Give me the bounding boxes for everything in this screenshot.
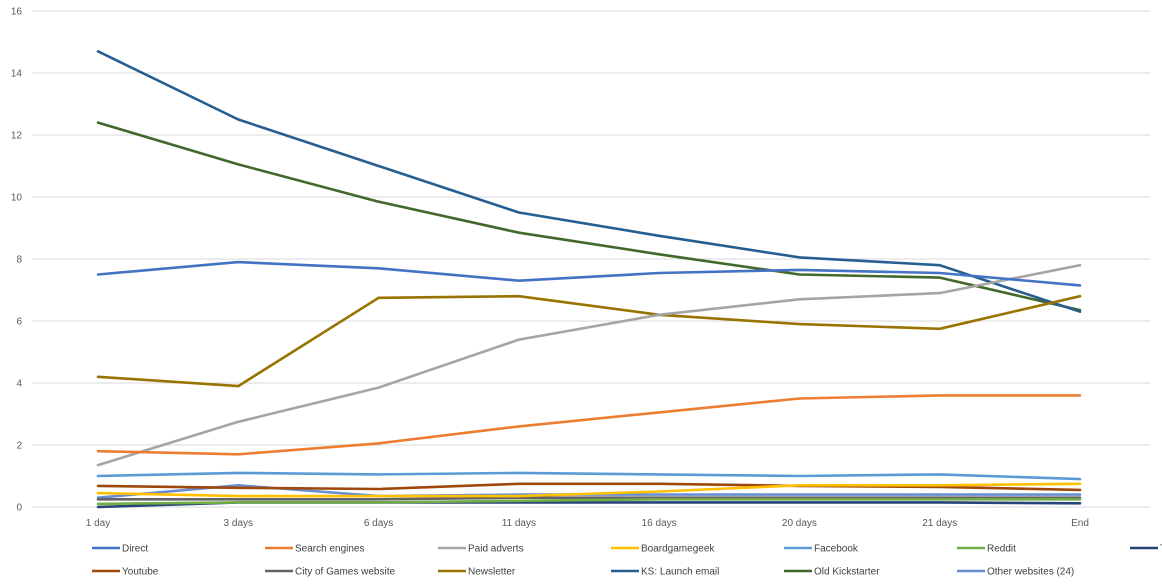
x-tick-label: 20 days xyxy=(782,518,817,529)
legend-label: Paid adverts xyxy=(468,544,524,555)
y-tick-label: 8 xyxy=(16,255,22,266)
legend-item: Facebook xyxy=(784,544,859,555)
series-lines xyxy=(96,49,1082,509)
legend-label: Facebook xyxy=(814,544,859,555)
y-tick-label: 12 xyxy=(11,131,23,142)
x-tick-label: 1 day xyxy=(86,518,110,529)
series-line-9 xyxy=(96,294,1082,388)
y-axis-ticks: 0 2 4 6 8 10 12 14 16 xyxy=(11,7,23,514)
series-line-0 xyxy=(96,260,1082,287)
x-tick-label: End xyxy=(1071,518,1089,529)
series-line-3 xyxy=(96,482,1082,498)
series-line-2 xyxy=(96,263,1082,467)
x-axis-ticks: 1 day 3 days 6 days 11 days 16 days 20 days 21… xyxy=(86,518,1089,529)
x-tick-label: 11 days xyxy=(502,518,536,529)
y-tick-label: 6 xyxy=(16,317,22,328)
legend-item: City of Games website xyxy=(265,567,395,578)
legend-item: Newsletter xyxy=(438,567,516,578)
legend-item: KS: Launch email xyxy=(611,567,719,578)
legend-label: City of Games website xyxy=(295,567,395,578)
gridlines xyxy=(32,10,1150,508)
legend-item: Old Kickstarter xyxy=(784,567,880,578)
legend-item: Youtube xyxy=(92,567,159,578)
y-tick-label: 4 xyxy=(16,379,22,390)
legend-label: Reddit xyxy=(987,544,1016,555)
legend-label: KS: Launch email xyxy=(641,567,719,578)
x-tick-label: 3 days xyxy=(224,518,253,529)
series-line-8 xyxy=(96,496,1082,501)
x-tick-label: 16 days xyxy=(642,518,677,529)
x-tick-label: 21 days xyxy=(922,518,957,529)
legend-label: Old Kickstarter xyxy=(814,567,880,578)
y-tick-label: 16 xyxy=(11,7,23,18)
series-line-4 xyxy=(96,471,1082,481)
y-tick-label: 2 xyxy=(16,441,22,452)
legend-label: Other websites (24) xyxy=(987,567,1074,578)
series-line-1 xyxy=(96,394,1082,456)
series-line-7 xyxy=(96,482,1082,492)
y-tick-label: 0 xyxy=(16,503,22,514)
legend-label: Newsletter xyxy=(468,567,516,578)
legend-item: Twitter xyxy=(1130,544,1162,555)
x-tick-label: 6 days xyxy=(364,518,393,529)
legend-label: Youtube xyxy=(122,567,159,578)
legend-label: Twitter xyxy=(1160,544,1162,555)
legend: Direct Search engines Paid adverts Boardgam… xyxy=(92,544,1162,578)
legend-item: Reddit xyxy=(957,544,1016,555)
legend-item: Direct xyxy=(92,544,148,555)
series-line-10 xyxy=(96,49,1082,314)
legend-item: Other websites (24) xyxy=(957,567,1074,578)
legend-item: Boardgamegeek xyxy=(611,544,715,555)
legend-item: Paid adverts xyxy=(438,544,524,555)
series-line-5 xyxy=(96,497,1082,506)
legend-label: Search engines xyxy=(295,544,365,555)
legend-item: Search engines xyxy=(265,544,365,555)
y-tick-label: 10 xyxy=(11,193,23,204)
legend-label: Direct xyxy=(122,544,148,555)
y-tick-label: 14 xyxy=(11,69,23,80)
series-line-11 xyxy=(96,121,1082,312)
legend-label: Boardgamegeek xyxy=(641,544,715,555)
